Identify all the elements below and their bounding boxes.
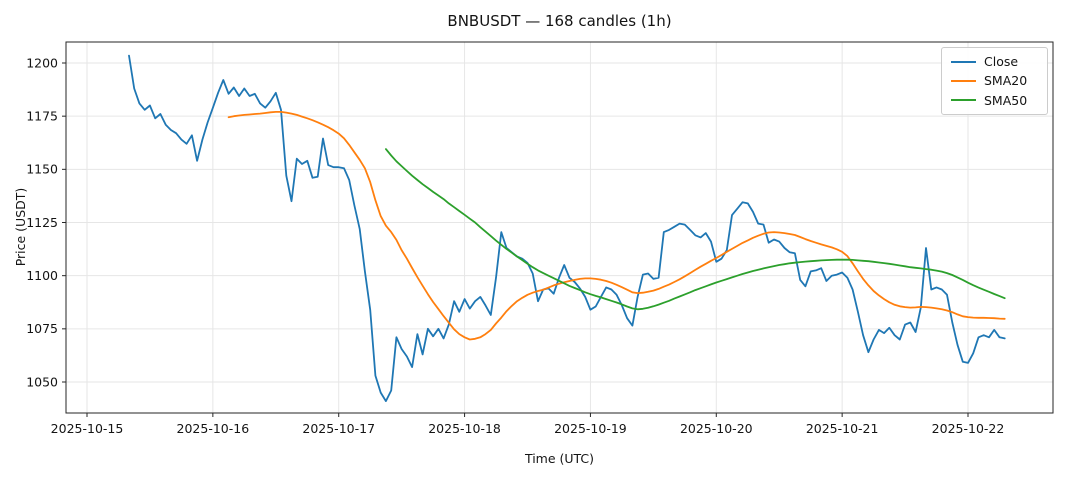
legend-item-close: Close: [951, 52, 1038, 71]
legend-label-sma20: SMA20: [984, 73, 1028, 89]
y-tick-label-1075: 1075: [26, 321, 58, 336]
x-tick-label-2025-10-20: 2025-10-20: [680, 421, 753, 436]
legend-label-sma50: SMA50: [984, 92, 1028, 108]
chart-title: BNBUSDT — 168 candles (1h): [447, 12, 672, 30]
sma20-line: [227, 111, 1006, 341]
x-tick-label-2025-10-18: 2025-10-18: [428, 421, 501, 436]
y-tick-label-1175: 1175: [26, 108, 58, 123]
legend-item-sma50: SMA50: [951, 91, 1038, 110]
sma20-line-swatch: [951, 79, 976, 82]
close-line: [128, 54, 1006, 403]
sma50-line: [384, 148, 1006, 311]
x-tick-label-2025-10-15: 2025-10-15: [51, 421, 124, 436]
legend-item-sma20: SMA20: [951, 71, 1038, 90]
x-tick-label-2025-10-21: 2025-10-21: [806, 421, 879, 436]
sma50-line-swatch: [951, 99, 976, 102]
x-tick-label-2025-10-16: 2025-10-16: [177, 421, 250, 436]
y-axis-label: Price (USDT): [13, 187, 28, 267]
y-tick-label-1050: 1050: [26, 374, 58, 389]
y-tick-label-1150: 1150: [26, 162, 58, 177]
axes-frame: [65, 41, 1054, 414]
legend-label-close: Close: [984, 54, 1019, 70]
legend: Close SMA20 SMA50: [941, 47, 1048, 115]
y-tick-label-1100: 1100: [26, 268, 58, 283]
x-tick-label-2025-10-22: 2025-10-22: [932, 421, 1005, 436]
y-tick-label-1125: 1125: [26, 215, 58, 230]
x-axis-label: Time (UTC): [524, 451, 595, 466]
close-line-swatch: [951, 60, 976, 63]
x-tick-label-2025-10-17: 2025-10-17: [302, 421, 375, 436]
x-tick-label-2025-10-19: 2025-10-19: [554, 421, 627, 436]
y-tick-label-1200: 1200: [26, 55, 58, 70]
